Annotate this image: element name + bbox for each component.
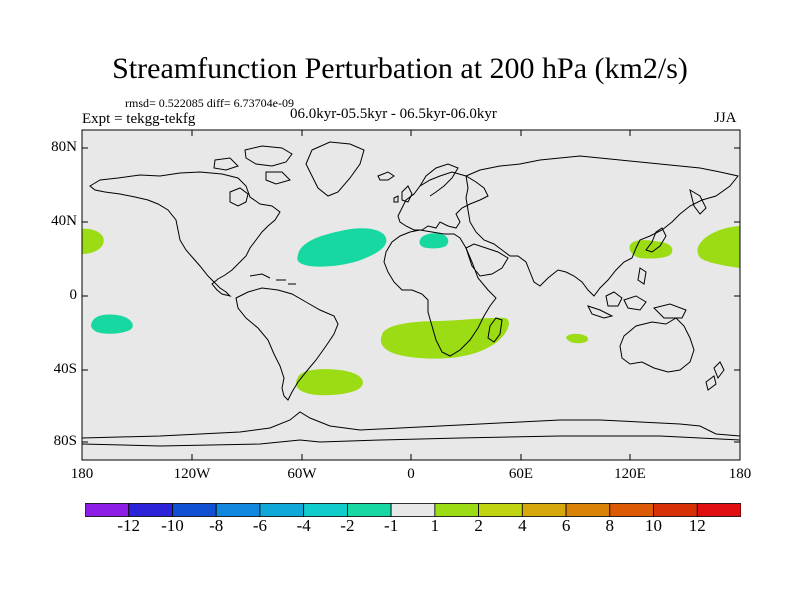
lon-label-60w: 60W xyxy=(287,466,317,482)
colorbar-swatch xyxy=(346,503,392,517)
experiment-label: Expt = tekgg-tekfg xyxy=(82,111,196,127)
colorbar-label: 12 xyxy=(688,516,706,535)
lon-label-60e: 60E xyxy=(508,466,534,482)
coast-hudson-bay xyxy=(229,187,249,207)
lon-label-180w: 180 xyxy=(70,466,94,482)
coast-arabia xyxy=(465,243,509,277)
colorbar-label: -12 xyxy=(117,516,141,535)
coast-north-america xyxy=(89,171,281,297)
colorbar-swatch xyxy=(609,503,654,517)
anomaly-layer xyxy=(82,226,740,396)
axis-ticks xyxy=(82,130,740,460)
coast-europe xyxy=(397,171,489,231)
lat-label-40s: 40S xyxy=(53,361,77,377)
coast-se-asia-islands xyxy=(587,267,687,319)
colorbar-label: 8 xyxy=(605,516,615,535)
season-label: JJA xyxy=(714,110,737,126)
coast-antarctica xyxy=(82,411,740,439)
colorbar-label: 10 xyxy=(645,516,663,535)
colorbar-label: -10 xyxy=(161,516,184,535)
colorbar xyxy=(85,503,741,517)
coast-scandinavia xyxy=(419,163,459,197)
anomaly-indian-ocean xyxy=(566,333,589,344)
map-title: Streamfunction Perturbation at 200 hPa (… xyxy=(112,52,688,85)
lon-label-120e: 120E xyxy=(614,466,646,482)
colorbar-swatch xyxy=(215,503,261,517)
lat-label-80s: 80S xyxy=(53,433,77,449)
coast-asia xyxy=(465,155,739,297)
coast-japan xyxy=(645,227,667,253)
colorbar-swatch xyxy=(172,503,217,517)
coast-south-america xyxy=(235,287,339,401)
coast-arctic-islands xyxy=(213,145,293,185)
lat-label-80n: 80N xyxy=(51,139,77,155)
coast-greenland xyxy=(305,141,365,197)
coast-caribbean xyxy=(249,273,296,285)
coastlines xyxy=(82,141,740,447)
colorbar-swatch xyxy=(85,503,130,517)
period-label: 06.0kyr-05.5kyr - 06.5kyr-06.0kyr xyxy=(290,106,497,122)
coast-uk xyxy=(393,185,413,203)
lat-label-0: 0 xyxy=(69,287,78,303)
lon-label-120w: 120W xyxy=(173,466,211,482)
coast-australia xyxy=(619,317,695,373)
anomaly-dateline-pacific xyxy=(82,228,104,254)
rmsd-diff-stats: rmsd= 0.522085 diff= 6.73704e-09 xyxy=(125,96,294,110)
lon-label-0: 0 xyxy=(407,466,415,482)
coast-new-zealand xyxy=(705,361,725,391)
anomaly-north-atlantic xyxy=(297,228,387,267)
colorbar-swatch xyxy=(303,503,348,517)
colorbar-label: -6 xyxy=(252,516,267,535)
anomaly-south-pacific xyxy=(91,314,133,334)
anomaly-japan xyxy=(629,240,673,259)
colorbar-swatch xyxy=(434,503,479,517)
colorbar-swatch xyxy=(521,503,567,517)
map-background xyxy=(82,130,740,460)
colorbar-label: -2 xyxy=(340,516,355,535)
colorbar-swatch xyxy=(128,503,173,517)
colorbar-label: 6 xyxy=(561,516,571,535)
coast-antarctica-shelf xyxy=(82,435,740,447)
colorbar-swatch xyxy=(653,503,698,517)
coast-kamchatka xyxy=(689,188,707,215)
coast-madagascar xyxy=(487,317,503,343)
anomaly-north-pacific xyxy=(697,226,740,268)
colorbar-label: -8 xyxy=(209,516,224,535)
coast-iceland xyxy=(377,171,395,181)
anomaly-southwest-atlantic xyxy=(296,369,363,396)
coast-africa xyxy=(383,229,497,357)
colorbar-label: -1 xyxy=(384,516,399,535)
anomaly-mediterranean xyxy=(419,233,449,249)
colorbar-label: 2 xyxy=(474,516,483,535)
colorbar-swatch xyxy=(390,503,436,517)
colorbar-label: 1 xyxy=(430,516,440,535)
colorbar-swatch xyxy=(565,503,611,517)
lon-label-180e: 180 xyxy=(728,466,752,482)
colorbar-label: -4 xyxy=(296,516,311,535)
colorbar-swatch xyxy=(696,503,741,517)
colorbar-swatch xyxy=(478,503,523,517)
colorbar-label: 4 xyxy=(518,516,527,535)
lat-label-40n: 40N xyxy=(51,213,77,229)
colorbar-swatch xyxy=(259,503,305,517)
anomaly-south-atlantic-africa xyxy=(380,317,509,359)
